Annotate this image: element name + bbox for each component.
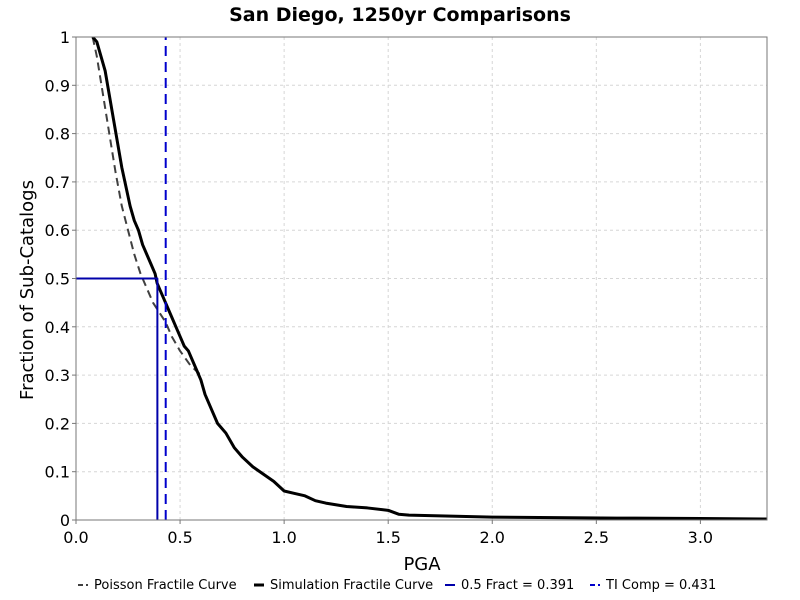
poisson-fractile-curve	[91, 37, 202, 376]
y-tick-label: 0.4	[45, 318, 70, 337]
legend-label: 0.5 Fract = 0.391	[461, 578, 574, 593]
y-tick-label: 0.1	[45, 463, 70, 482]
y-tick-label: 1	[60, 28, 70, 47]
fract-0-5-line	[76, 277, 159, 520]
x-tick-label: 2.0	[480, 528, 505, 547]
y-tick-label: 0.5	[45, 270, 70, 289]
x-tick-label: 0.5	[167, 528, 192, 547]
legend-label: TI Comp = 0.431	[605, 578, 716, 593]
y-tick-label: 0.3	[45, 366, 70, 385]
legend-label: Simulation Fractile Curve	[270, 578, 433, 593]
y-tick-label: 0	[60, 511, 70, 530]
legend-item: 0.5 Fract = 0.391	[445, 578, 574, 593]
legend-label: Poisson Fractile Curve	[94, 578, 237, 593]
legend-item: Simulation Fractile Curve	[254, 578, 433, 593]
simulation-fractile-curve	[91, 37, 767, 520]
y-tick-label: 0.6	[45, 221, 70, 240]
chart-title: San Diego, 1250yr Comparisons	[229, 4, 571, 26]
y-tick-label: 0.2	[45, 414, 70, 433]
legend-item: Poisson Fractile Curve	[78, 578, 237, 593]
plot-area	[76, 37, 767, 520]
grid-lines	[75, 36, 767, 521]
legend: Poisson Fractile Curve Simulation Fractil…	[78, 578, 716, 593]
x-tick-label: 1.0	[271, 528, 296, 547]
y-axis-label: Fraction of Sub-Catalogs	[17, 180, 38, 400]
axis-ticks: 0.0 0.5 1.0 1.5 2.0 2.5 3.0 0 0.1 0.2 0.3 0.4 0.5 0.6…	[45, 28, 714, 547]
y-tick-label: 0.7	[45, 173, 70, 192]
x-tick-label: 2.5	[584, 528, 609, 547]
x-tick-label: 1.5	[375, 528, 400, 547]
x-tick-label: 0.0	[63, 528, 88, 547]
x-axis-label: PGA	[403, 554, 441, 575]
x-tick-label: 3.0	[688, 528, 713, 547]
legend-item: TI Comp = 0.431	[590, 578, 716, 593]
y-tick-label: 0.8	[45, 125, 70, 144]
y-tick-label: 0.9	[45, 76, 70, 95]
